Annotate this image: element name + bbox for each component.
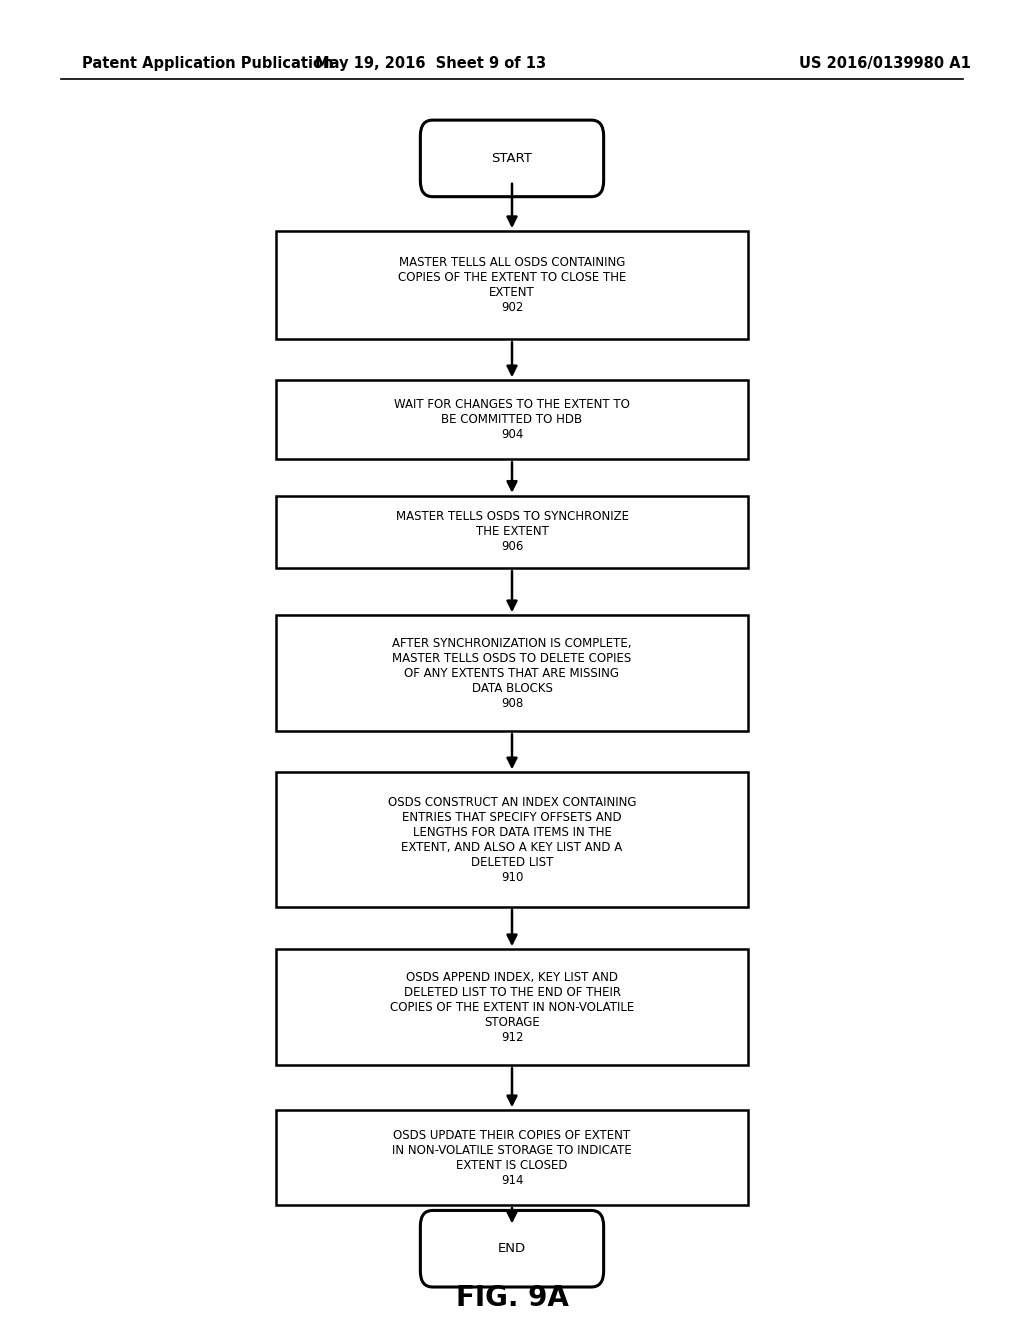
Text: Patent Application Publication: Patent Application Publication: [82, 55, 334, 71]
Bar: [276, 949, 748, 1065]
Bar: [276, 1110, 748, 1205]
Text: OSDS UPDATE THEIR COPIES OF EXTENT
IN NON-VOLATILE STORAGE TO INDICATE
EXTENT IS: OSDS UPDATE THEIR COPIES OF EXTENT IN NO…: [392, 1129, 632, 1187]
Text: OSDS APPEND INDEX, KEY LIST AND
DELETED LIST TO THE END OF THEIR
COPIES OF THE E: OSDS APPEND INDEX, KEY LIST AND DELETED …: [390, 970, 634, 1044]
Text: MASTER TELLS ALL OSDS CONTAINING
COPIES OF THE EXTENT TO CLOSE THE
EXTENT
902: MASTER TELLS ALL OSDS CONTAINING COPIES …: [397, 256, 627, 314]
FancyBboxPatch shape: [420, 1210, 603, 1287]
Text: END: END: [498, 1242, 526, 1255]
Text: US 2016/0139980 A1: US 2016/0139980 A1: [799, 55, 971, 71]
Bar: [276, 380, 748, 459]
Text: START: START: [492, 152, 532, 165]
Bar: [276, 615, 748, 731]
Text: AFTER SYNCHRONIZATION IS COMPLETE,
MASTER TELLS OSDS TO DELETE COPIES
OF ANY EXT: AFTER SYNCHRONIZATION IS COMPLETE, MASTE…: [392, 636, 632, 710]
Bar: [276, 495, 748, 568]
Text: OSDS CONSTRUCT AN INDEX CONTAINING
ENTRIES THAT SPECIFY OFFSETS AND
LENGTHS FOR : OSDS CONSTRUCT AN INDEX CONTAINING ENTRI…: [388, 796, 636, 883]
Bar: [276, 772, 748, 907]
Text: May 19, 2016  Sheet 9 of 13: May 19, 2016 Sheet 9 of 13: [314, 55, 546, 71]
FancyBboxPatch shape: [420, 120, 603, 197]
Text: MASTER TELLS OSDS TO SYNCHRONIZE
THE EXTENT
906: MASTER TELLS OSDS TO SYNCHRONIZE THE EXT…: [395, 511, 629, 553]
Text: FIG. 9A: FIG. 9A: [456, 1283, 568, 1312]
Bar: [276, 231, 748, 339]
Text: WAIT FOR CHANGES TO THE EXTENT TO
BE COMMITTED TO HDB
904: WAIT FOR CHANGES TO THE EXTENT TO BE COM…: [394, 399, 630, 441]
